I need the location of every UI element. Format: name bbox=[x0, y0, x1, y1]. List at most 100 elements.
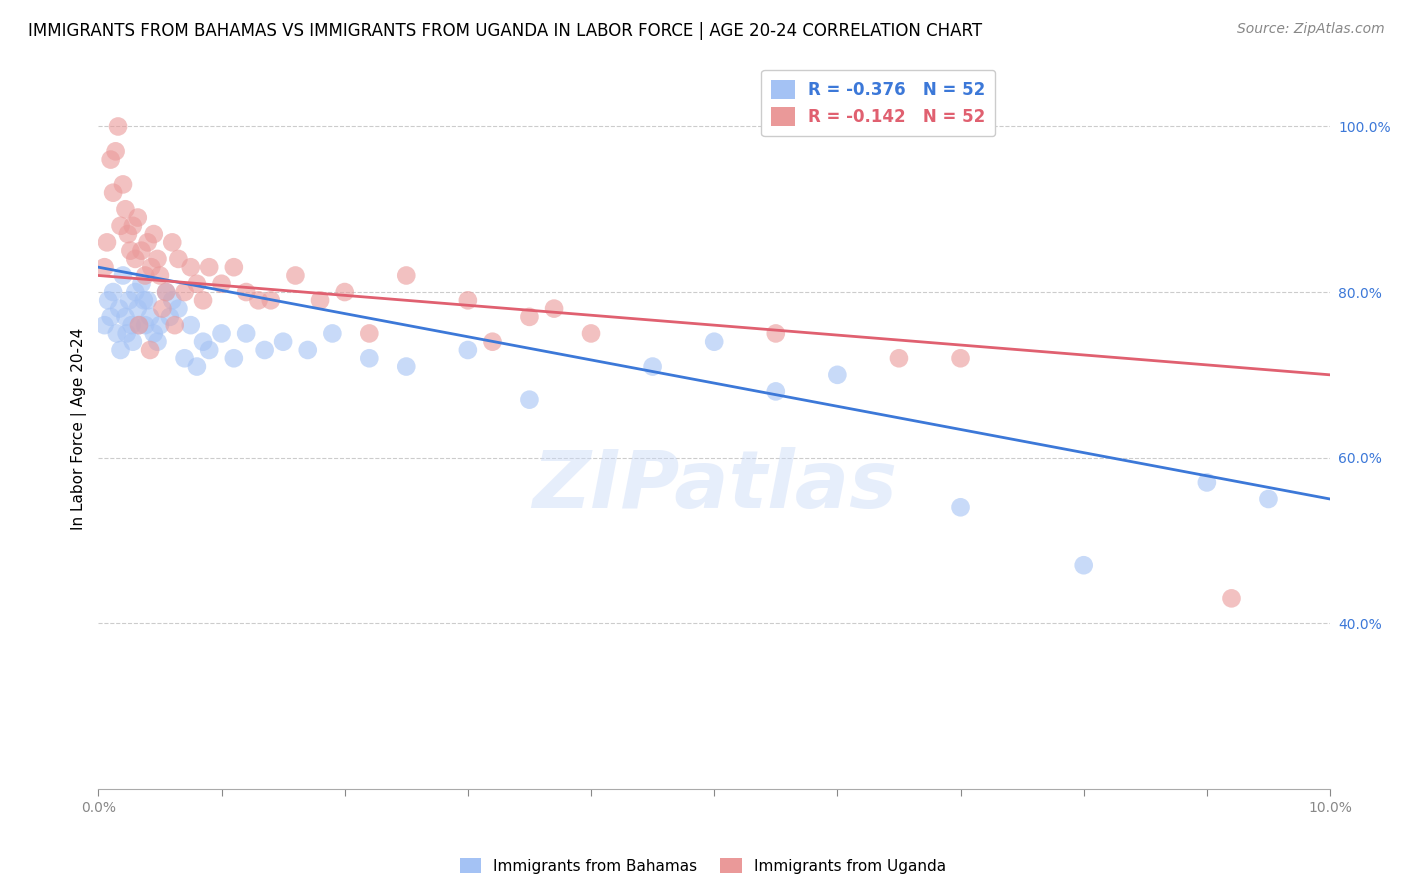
Point bbox=[235, 326, 257, 341]
Point bbox=[131, 277, 153, 291]
Point bbox=[359, 351, 381, 366]
Point bbox=[827, 368, 849, 382]
Point bbox=[163, 318, 186, 333]
Point bbox=[105, 326, 128, 341]
Point bbox=[253, 343, 276, 357]
Text: Source: ZipAtlas.com: Source: ZipAtlas.com bbox=[1237, 22, 1385, 37]
Point bbox=[136, 293, 159, 308]
Point bbox=[180, 318, 202, 333]
Point bbox=[162, 235, 184, 250]
Point bbox=[93, 260, 115, 275]
Point bbox=[146, 252, 169, 266]
Point bbox=[131, 244, 153, 258]
Point bbox=[222, 260, 245, 275]
Point bbox=[211, 326, 233, 341]
Point bbox=[134, 318, 156, 333]
Point bbox=[149, 318, 172, 333]
Point bbox=[117, 227, 139, 241]
Point bbox=[111, 268, 134, 283]
Point bbox=[93, 318, 115, 333]
Point bbox=[297, 343, 319, 357]
Point bbox=[186, 277, 208, 291]
Point bbox=[703, 334, 725, 349]
Point bbox=[1220, 591, 1243, 606]
Point bbox=[141, 260, 163, 275]
Point bbox=[211, 277, 233, 291]
Point bbox=[110, 219, 132, 233]
Point bbox=[124, 285, 146, 299]
Point bbox=[1195, 475, 1218, 490]
Point bbox=[949, 500, 972, 515]
Point bbox=[641, 359, 664, 374]
Y-axis label: In Labor Force | Age 20-24: In Labor Force | Age 20-24 bbox=[72, 327, 87, 530]
Point bbox=[543, 301, 565, 316]
Point bbox=[107, 120, 129, 134]
Point bbox=[142, 326, 165, 341]
Point bbox=[146, 334, 169, 349]
Point bbox=[481, 334, 503, 349]
Point bbox=[1073, 558, 1095, 573]
Point bbox=[101, 186, 124, 200]
Point bbox=[186, 359, 208, 374]
Point bbox=[260, 293, 283, 308]
Point bbox=[110, 343, 132, 357]
Point bbox=[121, 318, 143, 333]
Point bbox=[121, 219, 143, 233]
Point bbox=[114, 202, 136, 217]
Point bbox=[124, 252, 146, 266]
Point bbox=[173, 351, 195, 366]
Point bbox=[359, 326, 381, 341]
Point bbox=[579, 326, 602, 341]
Text: IMMIGRANTS FROM BAHAMAS VS IMMIGRANTS FROM UGANDA IN LABOR FORCE | AGE 20-24 COR: IMMIGRANTS FROM BAHAMAS VS IMMIGRANTS FR… bbox=[28, 22, 983, 40]
Point bbox=[321, 326, 343, 341]
Point bbox=[191, 334, 214, 349]
Point bbox=[519, 392, 541, 407]
Point bbox=[100, 310, 122, 324]
Point bbox=[284, 268, 307, 283]
Point bbox=[162, 293, 184, 308]
Point bbox=[111, 178, 134, 192]
Point bbox=[108, 301, 131, 316]
Point bbox=[765, 326, 787, 341]
Point bbox=[247, 293, 270, 308]
Point bbox=[104, 145, 127, 159]
Point bbox=[118, 293, 141, 308]
Point bbox=[887, 351, 910, 366]
Point bbox=[97, 293, 120, 308]
Point bbox=[765, 384, 787, 399]
Point bbox=[235, 285, 257, 299]
Point bbox=[155, 285, 177, 299]
Point bbox=[309, 293, 332, 308]
Point bbox=[222, 351, 245, 366]
Point bbox=[149, 268, 172, 283]
Point bbox=[139, 343, 162, 357]
Point bbox=[191, 293, 214, 308]
Point bbox=[142, 227, 165, 241]
Point bbox=[180, 260, 202, 275]
Point bbox=[132, 293, 155, 308]
Point bbox=[271, 334, 294, 349]
Point bbox=[457, 343, 479, 357]
Point bbox=[127, 301, 149, 316]
Point bbox=[173, 285, 195, 299]
Point bbox=[457, 293, 479, 308]
Legend: R = -0.376   N = 52, R = -0.142   N = 52: R = -0.376 N = 52, R = -0.142 N = 52 bbox=[762, 70, 995, 136]
Point bbox=[152, 301, 174, 316]
Point bbox=[949, 351, 972, 366]
Text: ZIPatlas: ZIPatlas bbox=[531, 447, 897, 525]
Point bbox=[395, 359, 418, 374]
Point bbox=[519, 310, 541, 324]
Point bbox=[167, 301, 190, 316]
Point bbox=[155, 285, 177, 299]
Point bbox=[136, 235, 159, 250]
Point bbox=[100, 153, 122, 167]
Point bbox=[120, 244, 142, 258]
Point bbox=[198, 260, 221, 275]
Point bbox=[134, 268, 156, 283]
Point bbox=[333, 285, 356, 299]
Point bbox=[1257, 491, 1279, 506]
Point bbox=[128, 318, 150, 333]
Point bbox=[395, 268, 418, 283]
Point bbox=[121, 334, 143, 349]
Point bbox=[127, 211, 149, 225]
